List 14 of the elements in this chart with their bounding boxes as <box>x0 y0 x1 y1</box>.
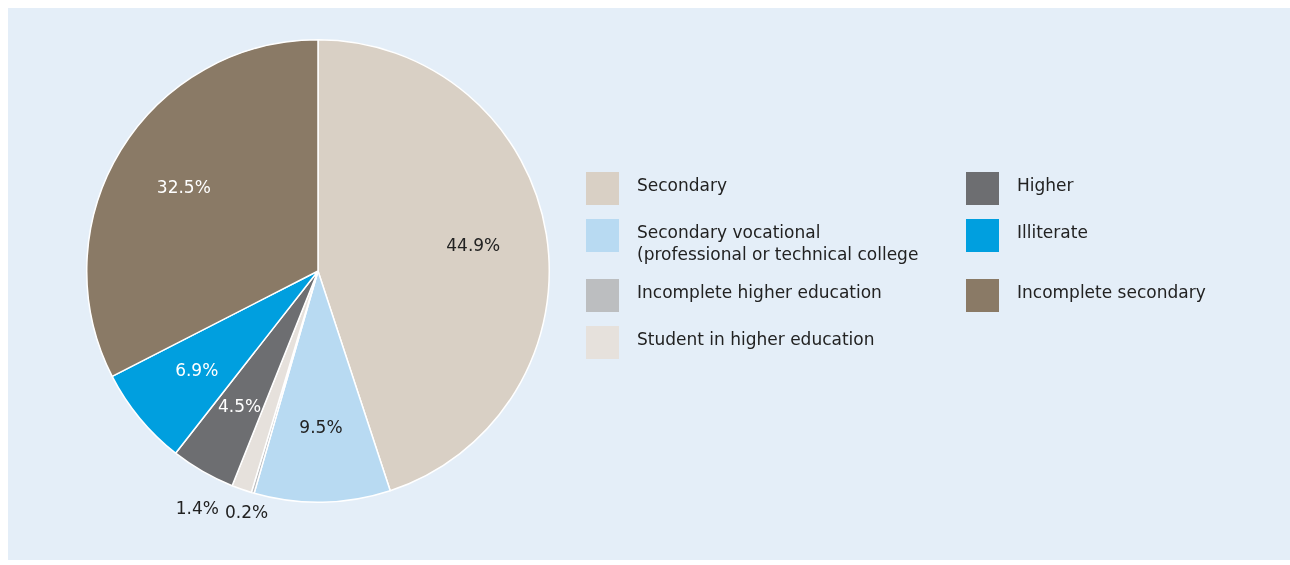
legend-label: Illiterate <box>1017 221 1088 243</box>
legend-label: Higher <box>1017 174 1074 196</box>
legend-label: Student in higher education <box>637 328 875 350</box>
data-label: 44.9% <box>446 234 501 255</box>
legend-label: Secondary vocational (professional or technical college <box>637 221 920 265</box>
legend-label: Secondary <box>637 174 728 196</box>
data-label: 9.5% <box>299 416 343 437</box>
data-label: 6.9% <box>175 359 219 380</box>
data-label: 32.5% <box>156 177 211 198</box>
data-label: 0.2% <box>224 502 269 523</box>
data-label: 1.4% <box>175 498 219 519</box>
legend-label: Incomplete higher education <box>637 281 882 303</box>
legend-label: Incomplete secondary <box>1017 281 1206 303</box>
data-label: 4.5% <box>217 395 262 416</box>
